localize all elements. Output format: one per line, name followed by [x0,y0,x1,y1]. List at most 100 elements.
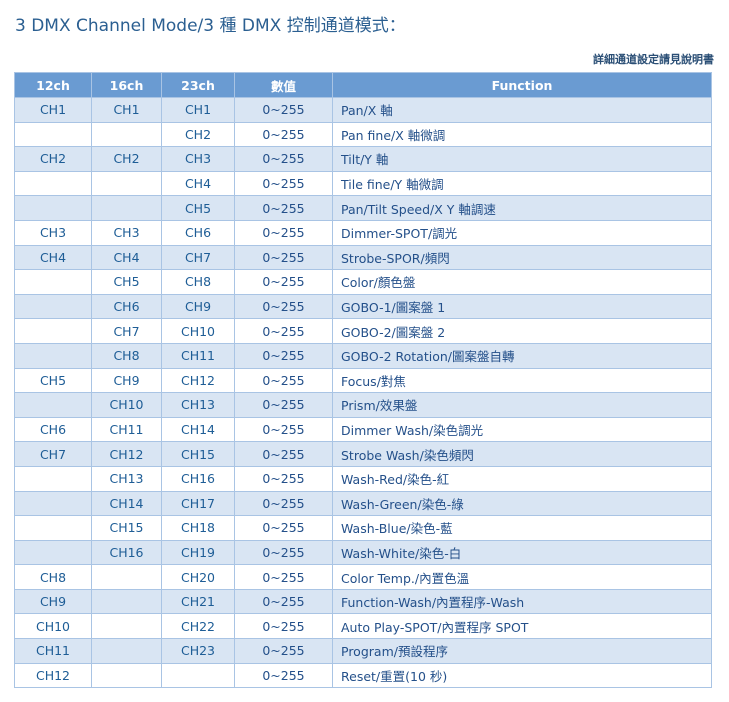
cell-23ch: CH22 [161,613,235,640]
header-23ch: 23ch [161,72,235,98]
cell-value-range: 0~255 [234,219,333,246]
cell-16ch: CH8 [91,342,162,369]
cell-value-range: 0~255 [234,392,333,418]
cell-16ch [91,121,162,148]
cell-function: Color/顏色盤 [332,269,712,295]
cell-function: Tilt/Y 軸 [332,146,712,172]
cell-16ch: CH12 [91,441,162,467]
cell-value-range: 0~255 [234,416,333,443]
cell-23ch [161,662,235,689]
cell-16ch: CH13 [91,465,162,492]
cell-value-range: 0~255 [234,244,333,271]
cell-16ch: CH1 [91,97,162,123]
cell-16ch: CH10 [91,392,162,418]
cell-12ch: CH3 [14,219,92,246]
cell-12ch [14,269,92,295]
cell-12ch: CH9 [14,588,92,615]
cell-23ch: CH20 [161,564,235,590]
cell-23ch: CH13 [161,392,235,418]
cell-function: Pan/Tilt Speed/X Y 軸調速 [332,195,712,221]
cell-12ch: CH4 [14,244,92,271]
cell-23ch: CH3 [161,146,235,172]
cell-value-range: 0~255 [234,490,333,517]
cell-value-range: 0~255 [234,662,333,689]
table-row: CH6 CH11 CH14 0~255 Dimmer Wash/染色調光 [14,416,712,443]
table-row: CH5 0~255 Pan/Tilt Speed/X Y 軸調速 [14,195,712,221]
cell-12ch: CH12 [14,662,92,689]
table-row: CH2 CH2 CH3 0~255 Tilt/Y 軸 [14,146,712,172]
cell-16ch [91,613,162,640]
cell-16ch [91,638,162,664]
cell-12ch: CH10 [14,613,92,640]
cell-23ch: CH9 [161,293,235,320]
cell-12ch: CH8 [14,564,92,590]
table-row: CH1 CH1 CH1 0~255 Pan/X 軸 [14,97,712,123]
cell-16ch [91,564,162,590]
table-row: CH11 CH23 0~255 Program/預設程序 [14,638,712,664]
cell-function: Wash-Blue/染色-藍 [332,515,712,541]
cell-value-range: 0~255 [234,613,333,640]
cell-function: Wash-Green/染色-綠 [332,490,712,517]
table-row: CH12 0~255 Reset/重置(10 秒) [14,662,712,689]
cell-12ch: CH2 [14,146,92,172]
cell-value-range: 0~255 [234,465,333,492]
cell-value-range: 0~255 [234,121,333,148]
cell-12ch [14,392,92,418]
cell-16ch: CH15 [91,515,162,541]
cell-function: Color Temp./內置色溫 [332,564,712,590]
table-row: CH7 CH10 0~255 GOBO-2/圖案盤 2 [14,318,712,344]
cell-23ch: CH23 [161,638,235,664]
cell-12ch [14,539,92,566]
cell-23ch: CH18 [161,515,235,541]
cell-value-range: 0~255 [234,146,333,172]
cell-23ch: CH17 [161,490,235,517]
cell-function: Pan fine/X 軸微調 [332,121,712,148]
table-row: CH4 CH4 CH7 0~255 Strobe-SPOR/頻閃 [14,244,712,271]
cell-value-range: 0~255 [234,269,333,295]
cell-12ch [14,342,92,369]
cell-16ch: CH7 [91,318,162,344]
cell-23ch: CH2 [161,121,235,148]
cell-12ch [14,293,92,320]
table-row: CH5 CH9 CH12 0~255 Focus/對焦 [14,367,712,394]
cell-value-range: 0~255 [234,170,333,197]
header-12ch: 12ch [14,72,92,98]
cell-16ch: CH2 [91,146,162,172]
cell-23ch: CH12 [161,367,235,394]
header-value: 數值 [234,72,333,98]
cell-16ch: CH14 [91,490,162,517]
cell-16ch: CH9 [91,367,162,394]
cell-value-range: 0~255 [234,441,333,467]
header-16ch: 16ch [91,72,162,98]
cell-23ch: CH8 [161,269,235,295]
cell-value-range: 0~255 [234,588,333,615]
cell-value-range: 0~255 [234,564,333,590]
cell-function: Function-Wash/內置程序-Wash [332,588,712,615]
cell-23ch: CH21 [161,588,235,615]
cell-23ch: CH11 [161,342,235,369]
cell-function: Dimmer Wash/染色調光 [332,416,712,443]
cell-value-range: 0~255 [234,539,333,566]
cell-function: Tile fine/Y 軸微調 [332,170,712,197]
cell-23ch: CH19 [161,539,235,566]
cell-12ch: CH11 [14,638,92,664]
cell-value-range: 0~255 [234,195,333,221]
table-row: CH7 CH12 CH15 0~255 Strobe Wash/染色頻閃 [14,441,712,467]
cell-12ch: CH5 [14,367,92,394]
cell-function: Wash-White/染色-白 [332,539,712,566]
cell-function: Dimmer-SPOT/調光 [332,219,712,246]
table-row: CH8 CH20 0~255 Color Temp./內置色溫 [14,564,712,590]
cell-16ch [91,662,162,689]
table-row: CH5 CH8 0~255 Color/顏色盤 [14,269,712,295]
cell-23ch: CH15 [161,441,235,467]
table-row: CH3 CH3 CH6 0~255 Dimmer-SPOT/調光 [14,219,712,246]
dmx-channel-table: 12ch 16ch 23ch 數值 Function CH1 CH1 CH1 0~255 Pan… [14,72,712,689]
cell-16ch: CH6 [91,293,162,320]
cell-value-range: 0~255 [234,293,333,320]
cell-function: Auto Play-SPOT/內置程序 SPOT [332,613,712,640]
table-row: CH8 CH11 0~255 GOBO-2 Rotation/圖案盤自轉 [14,342,712,369]
cell-12ch [14,490,92,517]
cell-12ch: CH6 [14,416,92,443]
cell-12ch: CH7 [14,441,92,467]
table-row: CH16 CH19 0~255 Wash-White/染色-白 [14,539,712,566]
